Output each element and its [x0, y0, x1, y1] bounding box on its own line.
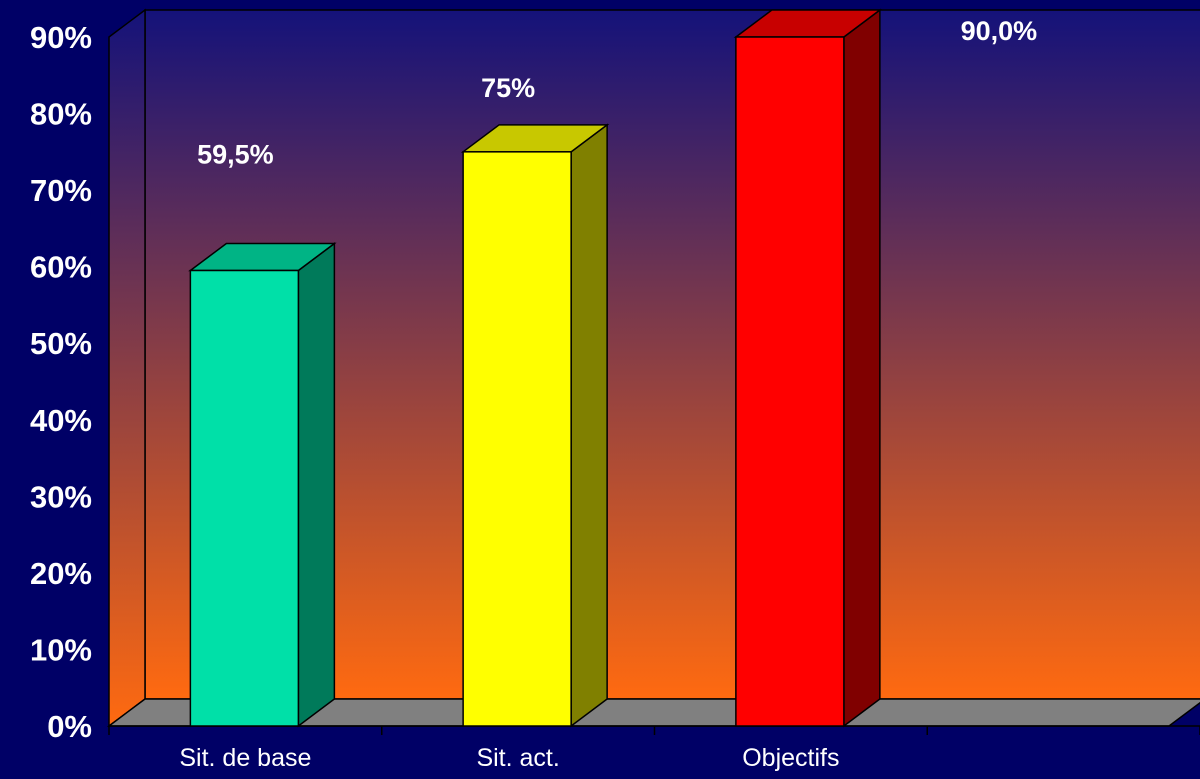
data-label: 90,0%	[961, 16, 1038, 46]
bar-front	[735, 36, 845, 727]
y-tick-label: 20%	[30, 556, 92, 591]
bar-side	[843, 8, 881, 728]
y-tick-label: 0%	[47, 709, 92, 744]
bar-3	[733, 8, 883, 728]
data-label: 59,5%	[197, 139, 274, 169]
data-labels: 59,5% 75% 90,0%	[197, 16, 1037, 169]
y-tick-label: 90%	[30, 20, 92, 55]
y-tick-label: 40%	[30, 403, 92, 438]
bar-front	[189, 269, 300, 727]
y-tick-label: 70%	[30, 173, 92, 208]
x-category-label: Objectifs	[742, 744, 839, 772]
y-tick-label: 10%	[30, 632, 92, 667]
x-category-label: Sit. act.	[476, 744, 559, 772]
y-tick-label: 30%	[30, 479, 92, 514]
y-tick-label: 50%	[30, 326, 92, 361]
y-tick-label: 60%	[30, 250, 92, 285]
bars	[188, 8, 883, 728]
x-axis-category-labels: Sit. de base Sit. act. Objectifs	[179, 744, 839, 772]
x-category-label: Sit. de base	[179, 744, 311, 772]
bar-front	[462, 151, 572, 727]
data-label: 75%	[481, 73, 535, 103]
bar-side	[297, 241, 336, 728]
side-wall	[108, 8, 146, 728]
bar-2	[460, 123, 610, 728]
y-tick-label: 80%	[30, 97, 92, 132]
bar-1	[188, 241, 337, 728]
bar-side	[570, 123, 608, 728]
y-axis-tick-labels: 0% 10% 20% 30% 40% 50% 60% 70% 80% 90%	[30, 20, 92, 744]
